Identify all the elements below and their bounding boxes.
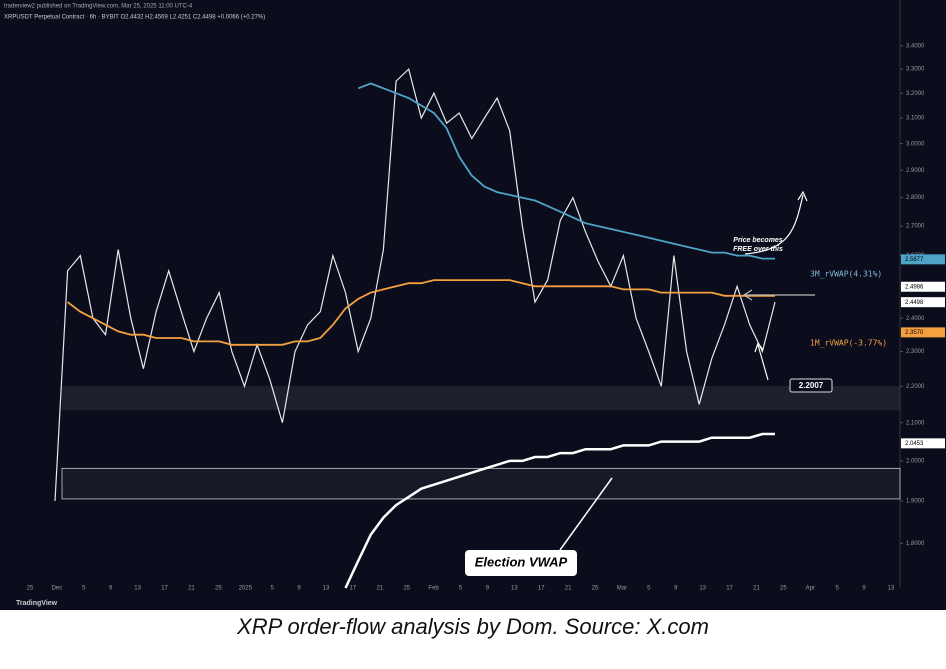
y-tick-label: 2.7000: [906, 224, 925, 230]
y-tick-label: 1.8000: [906, 541, 925, 547]
y-tick-label: 3.2000: [906, 91, 925, 97]
x-tick-label: 21: [376, 586, 383, 592]
level-label: 2.2007: [799, 381, 824, 390]
series-label: 1M_rVWAP(-3.77%): [810, 339, 887, 348]
price-tag: [901, 438, 945, 449]
arrow: [742, 289, 815, 301]
level-tag-box: [789, 378, 833, 393]
x-tick-label: Apr: [806, 586, 815, 592]
zone: [61, 467, 901, 500]
arrow: [744, 190, 808, 255]
x-tick-label: 17: [350, 586, 357, 592]
y-tick-label: 1.9000: [906, 499, 925, 505]
x-tick-label: 5: [82, 586, 86, 592]
x-tick-label: 21: [753, 586, 760, 592]
price-tag: [901, 327, 945, 338]
x-tick-label: 17: [726, 586, 733, 592]
annotation: 3M_rVWAP(4.31%): [810, 270, 882, 279]
x-tick-label: 25: [215, 586, 222, 592]
y-tick-label: 2.1000: [906, 420, 925, 426]
x-tick-label: 9: [674, 586, 678, 592]
y-tick-label: 2.8000: [906, 195, 925, 201]
annotation: FREE over this: [733, 246, 783, 253]
y-tick-label: 2.4000: [906, 316, 925, 322]
x-tick-label: 25: [403, 586, 410, 592]
publisher: traderview2 published on TradingView.com…: [4, 4, 193, 10]
x-tick-label: 5: [647, 586, 651, 592]
x-tick-label: 25: [592, 586, 599, 592]
x-tick-label: Dec: [52, 586, 63, 592]
price-tag-label: 2.3570: [905, 330, 924, 336]
y-tick-label: 2.9000: [906, 168, 925, 174]
x-tick-label: 5: [836, 586, 840, 592]
y-tick-label: 2.3000: [906, 349, 925, 355]
series-line: [357, 82, 775, 260]
x-tick-label: 9: [297, 586, 301, 592]
x-tick-label: 25: [27, 586, 34, 592]
x-tick-label: 9: [109, 586, 113, 592]
callout-pointer: [559, 477, 613, 551]
x-tick-label: 25: [780, 586, 787, 592]
x-tick-label: 5: [270, 586, 274, 592]
y-tick-label: 2.2000: [906, 384, 925, 390]
y-tick-label: 3.0000: [906, 141, 925, 147]
annotation: Price becomes: [733, 237, 783, 244]
level-zone: [62, 386, 900, 411]
price-tag: [901, 297, 945, 308]
price-tag-label: 2.4986: [905, 284, 924, 290]
x-tick-label: Mar: [617, 586, 627, 592]
y-tick-label: 2.0000: [906, 458, 925, 464]
price-tag-label: 2.0453: [905, 441, 924, 447]
x-tick-label: 13: [888, 586, 895, 592]
x-tick-label: 2025: [239, 586, 253, 592]
y-tick-label: 3.1000: [906, 116, 925, 122]
arrow: [754, 341, 769, 381]
y-tick-label: 3.3000: [906, 67, 925, 73]
price-tag-label: 2.5877: [905, 257, 924, 263]
chart-background: [0, 0, 946, 610]
x-tick-label: 17: [538, 586, 545, 592]
x-tick-label: 13: [511, 586, 518, 592]
brand: TradingView: [16, 600, 58, 607]
x-tick-label: 5: [459, 586, 463, 592]
x-tick-label: 21: [565, 586, 572, 592]
x-tick-label: 21: [188, 586, 195, 592]
series-line: [344, 432, 775, 589]
price-tag: [901, 281, 945, 292]
x-tick-label: 17: [161, 586, 168, 592]
x-tick-label: Feb: [428, 586, 439, 592]
x-tick-label: 9: [862, 586, 866, 592]
callout-box: [465, 550, 577, 576]
series-line: [54, 67, 776, 502]
x-tick-label: 13: [323, 586, 330, 592]
symbol-info: XRPUSDT Perpetual Contract · 6h · BYBIT …: [4, 15, 265, 21]
x-tick-label: 9: [486, 586, 490, 592]
callout-label: Election VWAP: [475, 554, 568, 569]
x-tick-label: 13: [699, 586, 706, 592]
caption: XRP order-flow analysis by Dom. Source: …: [236, 614, 709, 639]
price-tag: [901, 254, 945, 265]
price-tag-label: 2.4498: [905, 300, 924, 306]
x-tick-label: 13: [134, 586, 141, 592]
y-tick-label: 3.4000: [906, 43, 925, 49]
series-line: [67, 279, 775, 346]
